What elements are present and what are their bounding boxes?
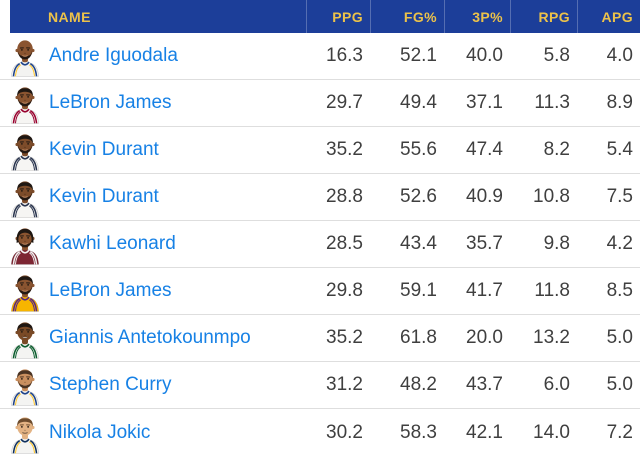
stat-ppg: 28.5	[326, 233, 363, 254]
stat-fg-pct: 43.4	[400, 233, 437, 254]
player-portrait-icon	[8, 412, 42, 454]
stat-fg-pct: 61.8	[400, 327, 437, 348]
player-cell: LeBron James	[0, 82, 306, 124]
stat-rpg: 11.3	[534, 92, 570, 113]
player-cell: Kawhi Leonard	[0, 223, 306, 265]
player-cell: Kevin Durant	[0, 129, 306, 171]
player-name-link[interactable]: Kevin Durant	[49, 186, 159, 207]
stat-ppg: 35.2	[326, 139, 363, 160]
stat-rpg: 8.2	[543, 139, 570, 160]
column-header-name[interactable]: NAME	[48, 8, 91, 25]
stat-rpg: 5.8	[543, 45, 570, 66]
player-cell: Nikola Jokic	[0, 412, 306, 454]
stat-ppg: 16.3	[326, 45, 363, 66]
player-portrait-icon	[8, 35, 42, 77]
stat-fg-pct: 49.4	[400, 92, 437, 113]
column-header-ppg[interactable]: PPG	[306, 0, 370, 33]
table-row[interactable]: Kawhi Leonard 28.5 43.4 35.7 9.8 4.2	[0, 221, 640, 268]
table-row[interactable]: LeBron James 29.7 49.4 37.1 11.3 8.9	[0, 80, 640, 127]
stat-ppg: 35.2	[326, 327, 363, 348]
stat-fg-pct: 48.2	[400, 374, 437, 395]
player-name-link[interactable]: Kevin Durant	[49, 139, 159, 160]
player-name-link[interactable]: Nikola Jokic	[49, 421, 151, 443]
table-row[interactable]: Nikola Jokic 30.2 58.3 42.1 14.0 7.2	[0, 409, 640, 456]
stat-apg: 8.5	[606, 280, 633, 301]
stat-rpg: 9.8	[543, 233, 570, 254]
stat-3p-pct: 35.7	[466, 233, 503, 254]
player-portrait-icon	[8, 176, 42, 218]
player-portrait-icon	[8, 129, 42, 171]
player-name-link[interactable]: Kawhi Leonard	[49, 233, 176, 254]
player-portrait-icon	[8, 223, 42, 265]
table-body: Andre Iguodala 16.3 52.1 40.0 5.8 4.0 Le…	[0, 33, 640, 456]
player-portrait-icon	[8, 364, 42, 406]
stat-apg: 5.0	[606, 327, 633, 348]
stat-apg: 4.2	[606, 233, 633, 254]
stat-fg-pct: 58.3	[400, 421, 437, 443]
stat-ppg: 30.2	[326, 421, 363, 443]
player-cell: Giannis Antetokounmpo	[0, 317, 306, 359]
stat-ppg: 29.8	[326, 280, 363, 301]
column-header-fg-pct[interactable]: FG%	[370, 0, 444, 33]
table-row[interactable]: Kevin Durant 28.8 52.6 40.9 10.8 7.5	[0, 174, 640, 221]
player-cell: LeBron James	[0, 270, 306, 312]
player-cell: Kevin Durant	[0, 176, 306, 218]
stat-3p-pct: 43.7	[466, 374, 503, 395]
table-row[interactable]: LeBron James 29.8 59.1 41.7 11.8 8.5	[0, 268, 640, 315]
stat-3p-pct: 20.0	[466, 327, 503, 348]
stat-apg: 7.5	[606, 186, 633, 207]
player-name-link[interactable]: Andre Iguodala	[49, 45, 178, 66]
stat-3p-pct: 41.7	[466, 280, 503, 301]
stat-rpg: 14.0	[533, 421, 570, 443]
stat-rpg: 11.8	[534, 280, 570, 301]
table-row[interactable]: Andre Iguodala 16.3 52.1 40.0 5.8 4.0	[0, 33, 640, 80]
stat-fg-pct: 52.1	[400, 45, 437, 66]
player-name-link[interactable]: LeBron James	[49, 280, 172, 301]
stat-fg-pct: 55.6	[400, 139, 437, 160]
player-cell: Stephen Curry	[0, 364, 306, 406]
player-name-link[interactable]: LeBron James	[49, 92, 172, 113]
stat-3p-pct: 37.1	[466, 92, 503, 113]
stat-3p-pct: 40.0	[466, 45, 503, 66]
stat-rpg: 13.2	[533, 327, 570, 348]
player-name-link[interactable]: Stephen Curry	[49, 374, 172, 395]
player-name-link[interactable]: Giannis Antetokounmpo	[49, 327, 251, 348]
stat-rpg: 6.0	[543, 374, 570, 395]
stat-apg: 7.2	[606, 421, 633, 443]
stat-apg: 4.0	[606, 45, 633, 66]
stat-3p-pct: 42.1	[466, 421, 503, 443]
player-portrait-icon	[8, 317, 42, 359]
table-row[interactable]: Stephen Curry 31.2 48.2 43.7 6.0 5.0	[0, 362, 640, 409]
stat-rpg: 10.8	[533, 186, 570, 207]
stat-apg: 5.4	[606, 139, 633, 160]
table-header-row: NAME PPG FG% 3P% RPG APG	[0, 0, 640, 33]
column-header-apg[interactable]: APG	[577, 0, 640, 33]
stat-ppg: 31.2	[326, 374, 363, 395]
player-portrait-icon	[8, 82, 42, 124]
column-header-rpg[interactable]: RPG	[510, 0, 577, 33]
table-row[interactable]: Kevin Durant 35.2 55.6 47.4 8.2 5.4	[0, 127, 640, 174]
stat-3p-pct: 40.9	[466, 186, 503, 207]
stat-fg-pct: 59.1	[400, 280, 437, 301]
stat-3p-pct: 47.4	[466, 139, 503, 160]
stat-ppg: 29.7	[326, 92, 363, 113]
player-cell: Andre Iguodala	[0, 35, 306, 77]
table-row[interactable]: Giannis Antetokounmpo 35.2 61.8 20.0 13.…	[0, 315, 640, 362]
player-portrait-icon	[8, 270, 42, 312]
stat-apg: 8.9	[606, 92, 633, 113]
column-header-3p-pct[interactable]: 3P%	[444, 0, 510, 33]
stat-apg: 5.0	[606, 374, 633, 395]
stat-ppg: 28.8	[326, 186, 363, 207]
stat-fg-pct: 52.6	[400, 186, 437, 207]
